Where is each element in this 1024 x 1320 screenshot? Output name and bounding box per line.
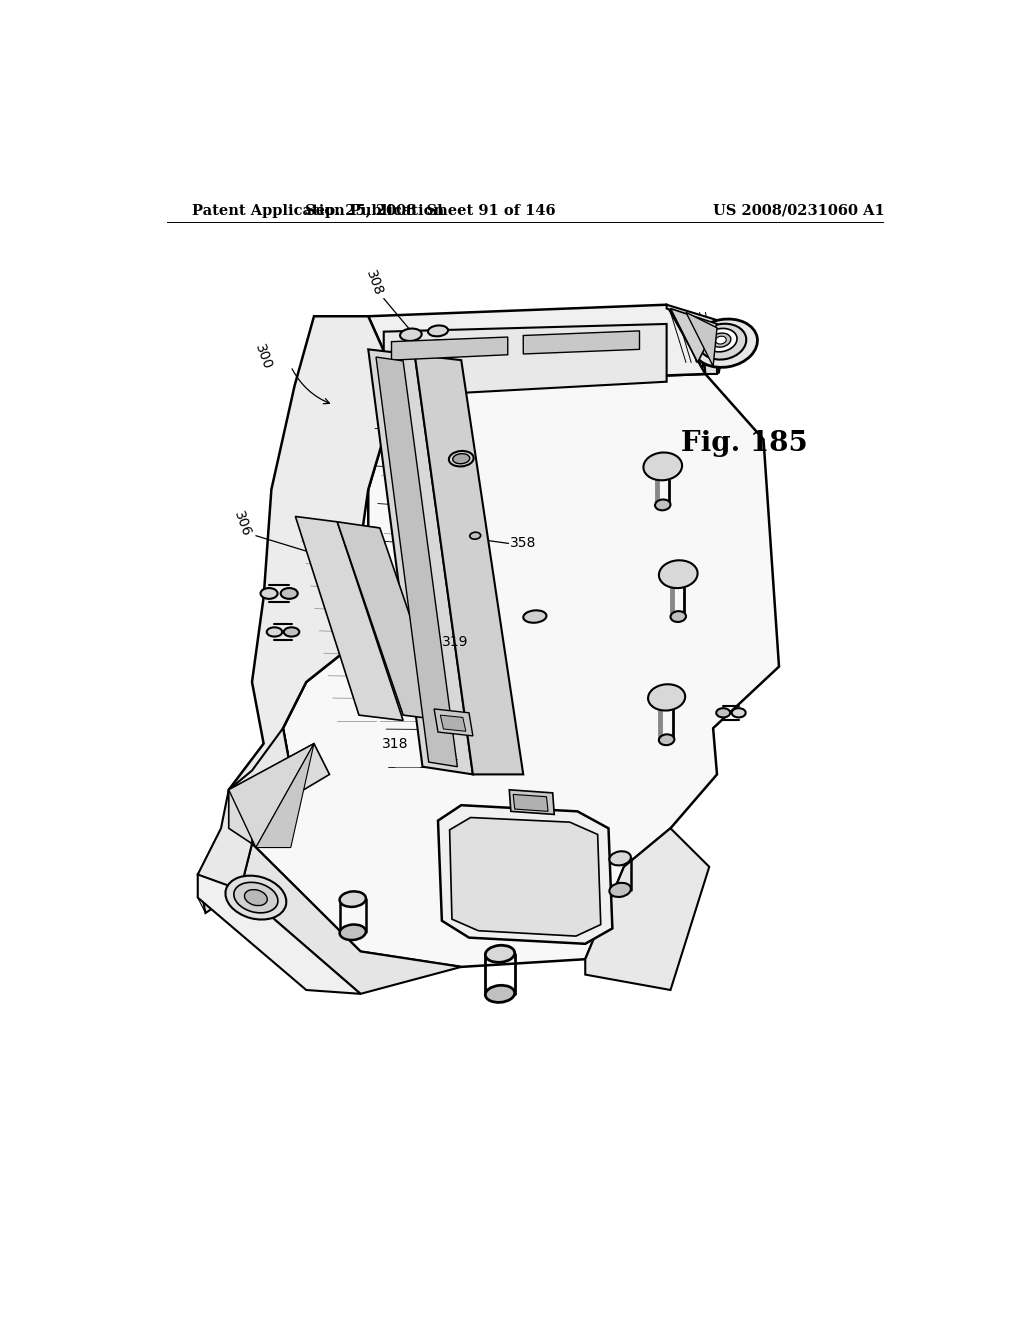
Ellipse shape xyxy=(245,890,267,906)
Polygon shape xyxy=(440,715,466,731)
Polygon shape xyxy=(523,331,640,354)
Polygon shape xyxy=(450,817,601,936)
Polygon shape xyxy=(434,709,473,737)
Polygon shape xyxy=(438,805,612,944)
Polygon shape xyxy=(586,829,710,990)
Ellipse shape xyxy=(340,891,366,907)
Ellipse shape xyxy=(671,611,686,622)
Ellipse shape xyxy=(260,589,278,599)
Ellipse shape xyxy=(705,329,737,352)
Text: 319: 319 xyxy=(442,635,468,649)
Ellipse shape xyxy=(470,532,480,539)
Polygon shape xyxy=(384,323,667,397)
Polygon shape xyxy=(228,317,399,851)
Ellipse shape xyxy=(284,627,299,636)
Ellipse shape xyxy=(400,345,422,358)
Ellipse shape xyxy=(400,329,422,341)
Ellipse shape xyxy=(655,499,671,511)
Polygon shape xyxy=(369,305,706,385)
Text: 306: 306 xyxy=(230,510,253,539)
Polygon shape xyxy=(241,843,461,994)
Text: 300: 300 xyxy=(253,342,274,372)
Ellipse shape xyxy=(523,610,547,623)
Ellipse shape xyxy=(485,945,515,962)
Polygon shape xyxy=(228,743,314,847)
Text: 358: 358 xyxy=(510,536,537,550)
Ellipse shape xyxy=(449,451,474,466)
Ellipse shape xyxy=(428,341,449,351)
Polygon shape xyxy=(228,743,330,843)
Ellipse shape xyxy=(643,453,682,480)
Text: Sep. 25, 2008  Sheet 91 of 146: Sep. 25, 2008 Sheet 91 of 146 xyxy=(305,203,556,218)
Ellipse shape xyxy=(609,883,631,898)
Ellipse shape xyxy=(428,326,449,337)
Text: 354: 354 xyxy=(432,752,459,766)
Polygon shape xyxy=(337,521,445,721)
Polygon shape xyxy=(513,795,548,812)
Polygon shape xyxy=(376,358,458,767)
Polygon shape xyxy=(667,305,717,374)
Ellipse shape xyxy=(453,454,470,463)
Polygon shape xyxy=(198,874,360,994)
Text: 318: 318 xyxy=(382,737,409,751)
Polygon shape xyxy=(198,729,291,913)
Ellipse shape xyxy=(225,875,287,920)
Polygon shape xyxy=(671,309,717,363)
Polygon shape xyxy=(369,350,473,775)
Ellipse shape xyxy=(281,589,298,599)
Ellipse shape xyxy=(485,985,515,1002)
Ellipse shape xyxy=(266,627,283,636)
Ellipse shape xyxy=(698,323,746,359)
Ellipse shape xyxy=(340,924,366,940)
Polygon shape xyxy=(391,337,508,360)
Text: US 2008/0231060 A1: US 2008/0231060 A1 xyxy=(713,203,885,218)
Text: Patent Application Publication: Patent Application Publication xyxy=(191,203,443,218)
Polygon shape xyxy=(295,516,403,721)
Ellipse shape xyxy=(711,333,731,347)
Ellipse shape xyxy=(233,882,278,913)
Polygon shape xyxy=(509,789,554,814)
Ellipse shape xyxy=(658,560,697,589)
Ellipse shape xyxy=(732,708,745,718)
Text: 308: 308 xyxy=(364,268,386,298)
Ellipse shape xyxy=(716,708,730,718)
Polygon shape xyxy=(415,355,523,775)
Ellipse shape xyxy=(609,851,631,866)
Ellipse shape xyxy=(425,675,435,681)
Polygon shape xyxy=(252,374,779,966)
Ellipse shape xyxy=(658,734,675,746)
Text: Fig. 185: Fig. 185 xyxy=(681,430,808,457)
Polygon shape xyxy=(256,743,314,847)
Ellipse shape xyxy=(692,319,758,367)
Polygon shape xyxy=(686,313,717,367)
Ellipse shape xyxy=(716,337,726,345)
Ellipse shape xyxy=(648,684,685,710)
